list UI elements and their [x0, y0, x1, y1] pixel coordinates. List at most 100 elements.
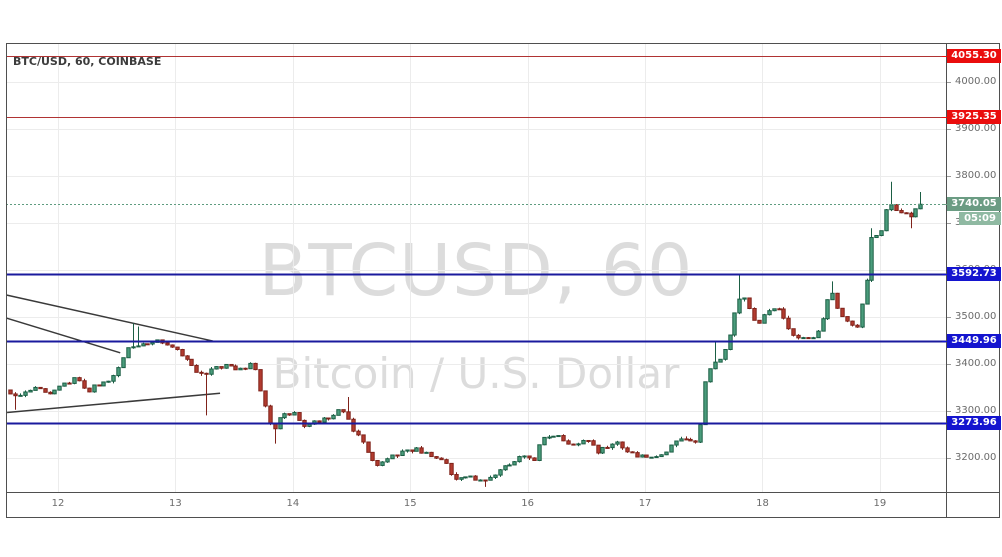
candle-up — [659, 454, 664, 458]
candle-body — [194, 364, 199, 373]
candle-body — [576, 443, 581, 446]
candle-up — [654, 455, 659, 459]
candle-body — [551, 435, 556, 438]
candle-body — [586, 439, 591, 442]
resistance-3925-badge[interactable]: 3925.35 — [942, 110, 1001, 125]
candle-down — [791, 328, 796, 337]
candle-up — [669, 444, 674, 453]
candle-up — [821, 317, 826, 332]
candlestick-series — [8, 181, 923, 487]
candle-down — [586, 439, 591, 443]
candle-down — [194, 364, 199, 373]
candle-down — [596, 444, 601, 455]
candle-body — [307, 423, 312, 427]
candle-body — [620, 441, 625, 449]
candle-body — [532, 457, 537, 461]
candle-body — [454, 474, 459, 480]
candle-body — [410, 449, 415, 452]
candle-down — [473, 475, 478, 481]
candle-body — [649, 456, 654, 459]
candle-body — [850, 320, 855, 326]
support-3592-badge[interactable]: 3592.73 — [942, 266, 1001, 281]
candle-body — [556, 435, 561, 438]
candle-up — [762, 313, 767, 324]
resistance-4055-badge[interactable]: 4055.30 — [942, 49, 1001, 64]
candle-up — [512, 460, 517, 466]
descending-trendline-upper[interactable] — [6, 294, 214, 342]
candle-down — [532, 457, 537, 461]
candle-up — [150, 341, 155, 346]
candle-body — [336, 409, 341, 416]
candle-body — [537, 444, 542, 461]
candle-up — [869, 228, 874, 282]
candle-up — [405, 449, 410, 453]
candle-body — [92, 384, 97, 393]
candle-up — [640, 454, 645, 458]
candle-up — [913, 208, 918, 218]
candle-up — [214, 366, 219, 370]
candle-down — [341, 409, 346, 414]
candle-body — [263, 390, 268, 407]
candle-body — [224, 363, 229, 369]
candle-up — [238, 367, 243, 371]
candle-up — [860, 303, 865, 329]
candle-up — [615, 440, 620, 446]
candle-body — [175, 346, 180, 351]
gridlines — [6, 43, 946, 492]
candle-body — [424, 451, 429, 454]
candle-down — [8, 389, 13, 395]
candle-down — [145, 343, 150, 346]
candle-body — [698, 424, 703, 443]
candle-body — [493, 474, 498, 478]
time-axis[interactable]: 12 13 14 15 16 17 18 19 — [6, 492, 946, 518]
candle-body — [400, 450, 405, 457]
candle-body — [126, 347, 131, 359]
candle-body — [821, 318, 826, 332]
candle-body — [781, 308, 786, 319]
candle-body — [238, 367, 243, 371]
ascending-trendline[interactable] — [6, 392, 221, 414]
candle-body — [664, 451, 669, 456]
candle-up — [664, 451, 669, 456]
candle-down — [625, 446, 630, 453]
candle-up — [116, 366, 121, 378]
candle-body — [874, 234, 879, 239]
candle-body — [273, 423, 278, 430]
price-axis[interactable]: 4000.003900.003800.003700.003600.003500.… — [942, 43, 1001, 492]
candle-body — [209, 368, 214, 375]
candle-body — [444, 459, 449, 464]
candle-up — [33, 386, 38, 391]
candle-up — [889, 181, 894, 212]
candle-body — [106, 380, 111, 383]
candle-body — [845, 316, 850, 322]
candle-body — [591, 440, 596, 446]
candle-body — [48, 391, 53, 395]
candle-up — [498, 469, 503, 477]
candle-down — [899, 208, 904, 214]
candle-body — [713, 361, 718, 370]
candle-down — [229, 363, 234, 367]
candle-up — [517, 455, 522, 463]
candle-up — [136, 326, 141, 348]
candle-body — [860, 303, 865, 328]
candle-down — [835, 292, 840, 309]
descending-trendline-lower[interactable] — [6, 317, 121, 354]
candle-up — [600, 446, 605, 455]
candle-down — [483, 479, 488, 487]
frame-rect — [6, 43, 1000, 518]
candle-body — [581, 439, 586, 445]
candle-body — [52, 389, 57, 395]
last-price-badge[interactable]: 3740.05 — [942, 197, 1001, 212]
candle-body — [517, 456, 522, 463]
candle-body — [615, 441, 620, 445]
candle-up — [825, 299, 830, 320]
candle-up — [537, 444, 542, 462]
support-3449-badge[interactable]: 3449.96 — [942, 333, 1001, 348]
candle-body — [865, 279, 870, 305]
candle-up — [801, 336, 806, 340]
support-3273-badge[interactable]: 3273.96 — [942, 416, 1001, 431]
candle-up — [816, 330, 821, 339]
candle-up — [547, 435, 552, 440]
symbol-info-label[interactable]: BTC/USD, 60, COINBASE — [13, 55, 162, 68]
